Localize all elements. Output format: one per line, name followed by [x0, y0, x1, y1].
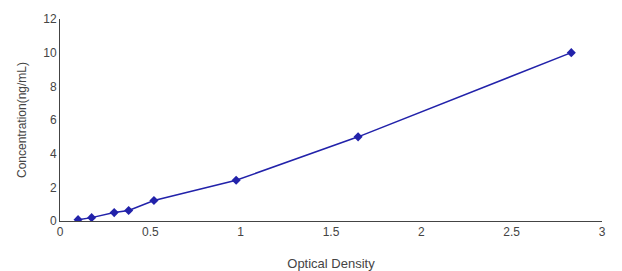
svg-text:2: 2	[418, 225, 425, 239]
svg-text:6: 6	[50, 113, 57, 127]
svg-text:2.5: 2.5	[503, 225, 520, 239]
svg-text:0: 0	[57, 225, 64, 239]
svg-text:12: 12	[43, 12, 57, 26]
svg-text:2: 2	[50, 181, 57, 195]
svg-text:Concentration(ng/mL): Concentration(ng/mL)	[15, 62, 29, 178]
svg-text:Optical Density: Optical Density	[287, 256, 375, 271]
svg-text:4: 4	[50, 147, 57, 161]
svg-text:8: 8	[50, 80, 57, 94]
svg-text:0.5: 0.5	[142, 225, 159, 239]
svg-text:3: 3	[599, 225, 606, 239]
svg-text:0: 0	[50, 214, 57, 228]
svg-text:1: 1	[237, 225, 244, 239]
svg-text:10: 10	[43, 46, 57, 60]
svg-text:1.5: 1.5	[323, 225, 340, 239]
